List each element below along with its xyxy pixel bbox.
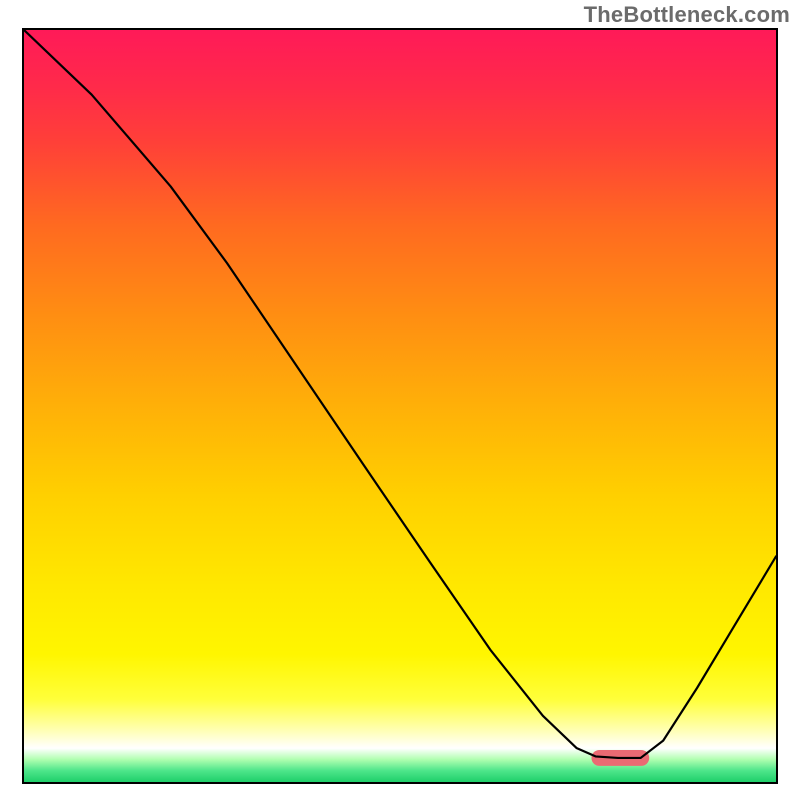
plot-area xyxy=(22,28,778,784)
bottleneck-curve xyxy=(24,30,776,758)
chart-layer xyxy=(24,30,776,782)
attribution-text: TheBottleneck.com xyxy=(584,2,790,28)
figure-root: TheBottleneck.com xyxy=(0,0,800,800)
